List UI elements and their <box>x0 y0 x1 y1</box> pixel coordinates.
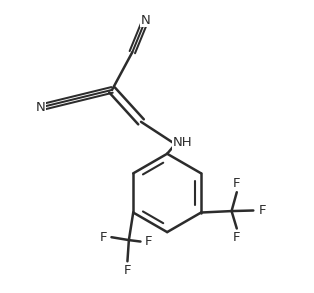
Text: F: F <box>100 231 107 244</box>
Text: F: F <box>233 177 241 190</box>
Text: F: F <box>145 235 152 248</box>
Text: NH: NH <box>173 136 192 149</box>
Text: F: F <box>258 204 266 217</box>
Text: F: F <box>124 264 131 277</box>
Text: F: F <box>233 231 241 244</box>
Text: N: N <box>36 101 46 114</box>
Text: N: N <box>141 14 150 27</box>
